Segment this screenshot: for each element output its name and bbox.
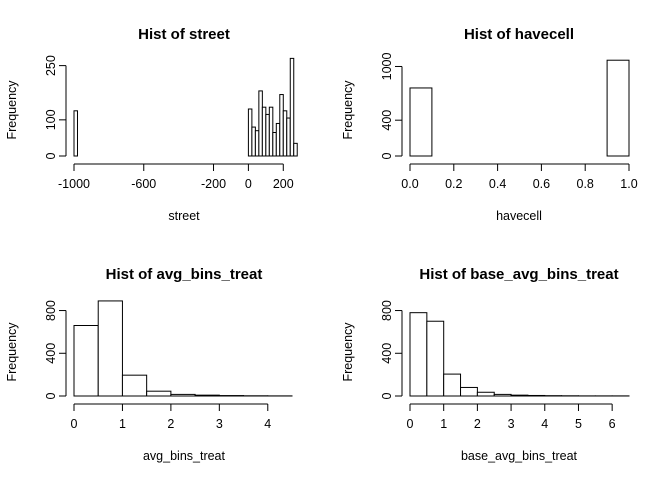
- x-tick-label: 4: [541, 417, 548, 431]
- x-tick-label: 2: [474, 417, 481, 431]
- x-tick-label: 4: [264, 417, 271, 431]
- histogram-bar: [527, 394, 546, 397]
- chart-title: Hist of base_avg_bins_treat: [419, 266, 618, 283]
- y-axis-label: Frequency: [5, 80, 19, 140]
- y-tick-label: 800: [44, 300, 58, 321]
- chart-title: Hist of street: [138, 26, 230, 43]
- histogram-bar: [286, 117, 291, 157]
- histogram-bar: [258, 90, 263, 157]
- y-tick-label: 1000: [380, 53, 394, 81]
- x-tick-label: 0.4: [489, 177, 506, 191]
- x-tick-label: 0: [245, 177, 252, 191]
- histogram-bar: [73, 110, 78, 157]
- y-axis-label: Frequency: [341, 322, 355, 382]
- y-tick-label: 400: [380, 343, 394, 364]
- y-tick-label: 0: [44, 392, 58, 399]
- histogram-bar: [282, 110, 288, 157]
- x-tick-label: 3: [508, 417, 515, 431]
- histogram-bar: [194, 394, 220, 397]
- histogram-bar: [409, 87, 433, 157]
- x-tick-label: 5: [575, 417, 582, 431]
- y-tick-label: 400: [44, 343, 58, 364]
- x-tick-label: 200: [273, 177, 294, 191]
- x-axis-label: havecell: [496, 209, 542, 223]
- histogram-bar: [146, 390, 172, 397]
- histogram-bar: [261, 106, 267, 157]
- x-axis-label: base_avg_bins_treat: [461, 449, 578, 463]
- x-tick-label: 0.0: [401, 177, 418, 191]
- histogram-bar: [97, 300, 123, 397]
- x-tick-label: 0.2: [445, 177, 462, 191]
- histogram-bar: [293, 142, 298, 157]
- chart-title: Hist of avg_bins_treat: [106, 266, 263, 283]
- y-tick-label: 100: [44, 109, 58, 130]
- histogram-bar: [510, 394, 529, 397]
- x-axis-label: street: [168, 209, 200, 223]
- x-tick-label: -1000: [58, 177, 90, 191]
- x-tick-label: -200: [201, 177, 226, 191]
- x-tick-label: 0: [71, 417, 78, 431]
- x-tick-label: 0.6: [533, 177, 550, 191]
- histogram-bar: [247, 108, 253, 157]
- panel-base-avg-bins-treat: Hist of base_avg_bins_treat base_avg_bin…: [341, 266, 630, 463]
- y-tick-label: 400: [380, 110, 394, 131]
- histogram-bar: [275, 122, 281, 157]
- y-axis-label: Frequency: [341, 80, 355, 140]
- histogram-bar: [251, 126, 256, 157]
- histogram-bar: [606, 59, 630, 157]
- x-tick-label: 1.0: [620, 177, 637, 191]
- histogram-bar: [265, 113, 270, 157]
- histogram-bar: [254, 130, 260, 157]
- histogram-bar: [476, 391, 495, 397]
- x-tick-label: 6: [609, 417, 616, 431]
- histogram-bar: [443, 373, 462, 397]
- panel-street: Hist of street street Frequency -1000 -60…: [5, 26, 298, 223]
- y-tick-label: 0: [380, 152, 394, 159]
- x-tick-label: 0.8: [577, 177, 594, 191]
- y-tick-label: 0: [44, 152, 58, 159]
- histogram-bar: [409, 312, 428, 397]
- y-tick-label: 800: [380, 300, 394, 321]
- panel-havecell: Hist of havecell havecell Frequency 0.0 0…: [341, 26, 638, 223]
- histogram-bar: [493, 393, 512, 397]
- histogram-bar: [121, 374, 148, 397]
- y-axis-label: Frequency: [5, 322, 19, 382]
- x-tick-label: 0: [407, 417, 414, 431]
- histogram-bar: [73, 325, 99, 397]
- x-tick-label: 1: [440, 417, 447, 431]
- histogram-bar: [272, 132, 277, 157]
- histogram-bar: [289, 57, 295, 157]
- x-axis-label: avg_bins_treat: [143, 449, 226, 463]
- y-tick-label: 250: [44, 55, 58, 76]
- chart-title: Hist of havecell: [464, 26, 574, 43]
- x-tick-label: 3: [216, 417, 223, 431]
- histogram-bar: [460, 386, 478, 397]
- y-tick-label: 0: [380, 392, 394, 399]
- histogram-bar: [279, 94, 284, 157]
- panel-avg-bins-treat: Hist of avg_bins_treat avg_bins_treat Fr…: [5, 266, 293, 463]
- x-tick-label: 2: [167, 417, 174, 431]
- histogram-bar: [268, 106, 274, 157]
- histogram-bar: [170, 393, 196, 397]
- x-tick-label: -600: [131, 177, 156, 191]
- histogram-bar: [426, 320, 445, 397]
- x-tick-label: 1: [119, 417, 126, 431]
